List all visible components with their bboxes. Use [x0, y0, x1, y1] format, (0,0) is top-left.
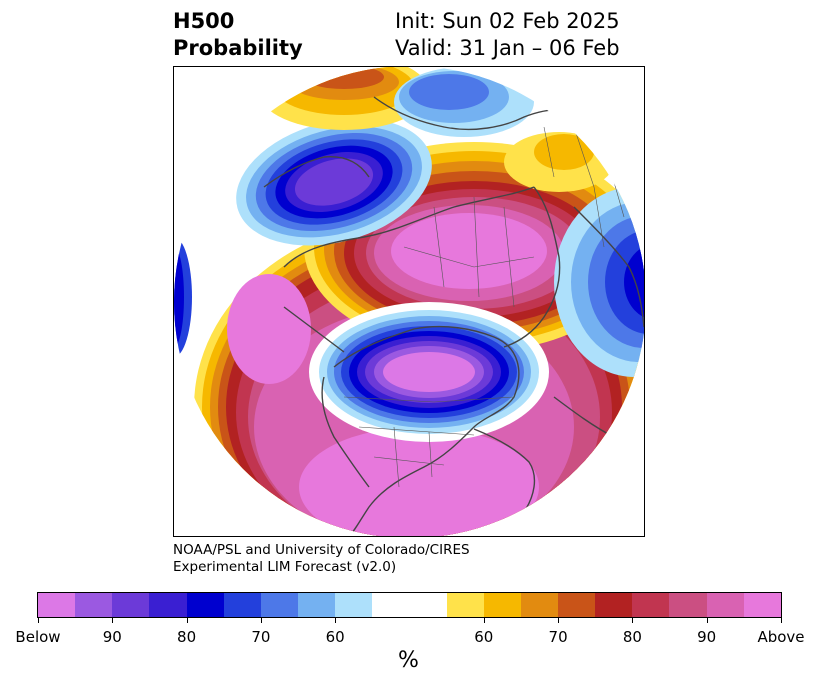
- colorbar-tick-mark: [38, 618, 39, 623]
- colorbar-above-segment: [632, 593, 669, 617]
- forecast-dates: Init: Sun 02 Feb 2025 Valid: 31 Jan – 06…: [395, 8, 645, 62]
- colorbar-above-segment: [447, 593, 484, 617]
- colorbar-tick-mark: [335, 618, 336, 623]
- polar-map-svg: [174, 67, 644, 536]
- valid-range: Valid: 31 Jan – 06 Feb: [395, 35, 645, 62]
- colorbar-above-segment: [558, 593, 595, 617]
- colorbar-tick-label: 90: [697, 628, 716, 646]
- init-date: Init: Sun 02 Feb 2025: [395, 8, 645, 35]
- colorbar-below-segment: [38, 593, 75, 617]
- colorbar-above-segment: [669, 593, 706, 617]
- colorbar-above-segment: [707, 593, 744, 617]
- colorbar-unit: %: [398, 648, 419, 673]
- colorbar-tick-mark: [484, 618, 485, 623]
- colorbar-tick-label: Above: [757, 628, 804, 646]
- credit-line1: NOAA/PSL and University of Colorado/CIRE…: [173, 542, 470, 559]
- colorbar-tick-label: Below: [15, 628, 60, 646]
- polar-map: [173, 66, 645, 537]
- colorbar-tick-mark: [558, 618, 559, 623]
- colorbar-below-segment: [187, 593, 224, 617]
- anomaly-field: [174, 67, 644, 536]
- colorbar-above-segment: [484, 593, 521, 617]
- colorbar-tick-mark: [112, 618, 113, 623]
- map-title-line1: H500: [173, 8, 303, 35]
- colorbar-tick-label: 70: [549, 628, 568, 646]
- colorbar-neutral-segment: [372, 593, 446, 617]
- colorbar-below-segment: [112, 593, 149, 617]
- colorbar-above-segment: [744, 593, 781, 617]
- colorbar-tick-mark: [707, 618, 708, 623]
- colorbar: [37, 592, 782, 618]
- colorbar-tick-label: 90: [103, 628, 122, 646]
- map-title-line2: Probability: [173, 35, 303, 62]
- colorbar-above-segment: [595, 593, 632, 617]
- colorbar-tick-label: 60: [474, 628, 493, 646]
- colorbar-tick-mark: [781, 618, 782, 623]
- map-title: H500 Probability: [173, 8, 303, 62]
- colorbar-below-segment: [298, 593, 335, 617]
- colorbar-above-segment: [521, 593, 558, 617]
- colorbar-tick-label: 80: [623, 628, 642, 646]
- colorbar-below-segment: [149, 593, 186, 617]
- colorbar-below-segment: [261, 593, 298, 617]
- credit-text: NOAA/PSL and University of Colorado/CIRE…: [173, 542, 470, 576]
- colorbar-tick-mark: [632, 618, 633, 623]
- colorbar-tick-label: 60: [326, 628, 345, 646]
- colorbar-tick-mark: [187, 618, 188, 623]
- colorbar-below-segment: [224, 593, 261, 617]
- credit-line2: Experimental LIM Forecast (v2.0): [173, 559, 470, 576]
- colorbar-below-segment: [75, 593, 112, 617]
- colorbar-tick-mark: [261, 618, 262, 623]
- colorbar-below-segment: [335, 593, 372, 617]
- colorbar-tick-label: 80: [177, 628, 196, 646]
- colorbar-tick-label: 70: [251, 628, 270, 646]
